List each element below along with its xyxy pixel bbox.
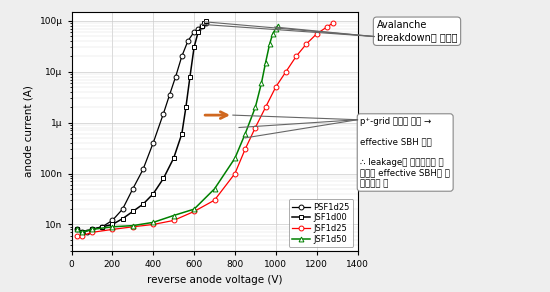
JSF1d50 [232, 157, 238, 160]
PSF1d25 [150, 141, 157, 145]
Text: p⁺-grid 영역의 증가 →

effective SBH 증가

∴ leakage를 감소시키기 위
해서는 effective SBH를 증
가시켜야: p⁺-grid 영역의 증가 → effective SBH 증가 ∴ leak… [360, 117, 450, 188]
JSF1d25 [314, 32, 320, 36]
X-axis label: reverse anode voltage (V): reverse anode voltage (V) [147, 275, 282, 285]
JSF1d50 [109, 225, 116, 229]
Text: Avalanche
breakdown이 발생함: Avalanche breakdown이 발생함 [377, 20, 457, 42]
PSF1d25 [199, 24, 206, 27]
PSF1d25 [166, 93, 173, 97]
JSF1d25 [283, 70, 289, 73]
JSF1d00 [89, 228, 95, 231]
PSF1d25 [99, 225, 106, 229]
PSF1d25 [129, 187, 136, 191]
PSF1d25 [140, 168, 146, 171]
JSF1d25 [73, 234, 80, 237]
JSF1d25 [252, 126, 258, 129]
JSF1d00 [79, 231, 85, 234]
JSF1d50 [274, 24, 281, 27]
Line: PSF1d25: PSF1d25 [74, 20, 209, 235]
JSF1d25 [79, 234, 85, 237]
JSF1d50 [73, 228, 80, 231]
JSF1d25 [329, 21, 336, 25]
JSF1d50 [262, 61, 269, 65]
JSF1d00 [201, 21, 207, 25]
JSF1d50 [258, 81, 265, 85]
PSF1d25 [179, 55, 185, 58]
PSF1d25 [203, 21, 210, 25]
JSF1d25 [232, 172, 238, 175]
JSF1d50 [79, 231, 85, 234]
JSF1d00 [109, 223, 116, 226]
JSF1d25 [170, 219, 177, 222]
JSF1d25 [242, 147, 249, 151]
JSF1d25 [303, 42, 310, 46]
Legend: PSF1d25, JSF1d00, JSF1d25, JSF1d50: PSF1d25, JSF1d00, JSF1d25, JSF1d50 [289, 199, 353, 247]
JSF1d50 [211, 187, 218, 191]
JSF1d50 [272, 27, 279, 30]
JSF1d00 [179, 132, 185, 135]
PSF1d25 [191, 30, 197, 34]
PSF1d25 [160, 112, 167, 115]
JSF1d25 [89, 231, 95, 234]
JSF1d00 [150, 192, 157, 196]
JSF1d25 [191, 210, 197, 213]
Line: JSF1d25: JSF1d25 [74, 20, 336, 238]
JSF1d00 [191, 46, 197, 49]
PSF1d25 [172, 75, 179, 78]
JSF1d25 [293, 55, 300, 58]
JSF1d25 [150, 223, 157, 226]
JSF1d25 [211, 198, 218, 202]
JSF1d00 [129, 210, 136, 213]
PSF1d25 [84, 231, 90, 234]
JSF1d00 [183, 105, 189, 109]
Line: JSF1d00: JSF1d00 [74, 18, 209, 235]
JSF1d00 [140, 202, 146, 206]
JSF1d50 [252, 105, 258, 109]
Line: JSF1d50: JSF1d50 [74, 23, 280, 235]
JSF1d00 [186, 75, 193, 78]
JSF1d25 [323, 25, 330, 29]
JSF1d00 [195, 30, 201, 34]
JSF1d25 [109, 228, 116, 231]
JSF1d25 [272, 85, 279, 89]
JSF1d25 [129, 225, 136, 229]
JSF1d25 [262, 105, 269, 109]
JSF1d00 [160, 177, 167, 180]
JSF1d00 [99, 225, 106, 229]
JSF1d00 [119, 217, 126, 220]
Y-axis label: anode current (A): anode current (A) [24, 86, 34, 177]
JSF1d50 [170, 214, 177, 217]
JSF1d50 [129, 224, 136, 227]
JSF1d00 [199, 24, 206, 27]
JSF1d50 [270, 32, 276, 36]
JSF1d50 [150, 221, 157, 224]
PSF1d25 [185, 39, 191, 43]
JSF1d00 [170, 157, 177, 160]
JSF1d50 [266, 42, 273, 46]
PSF1d25 [89, 228, 95, 231]
PSF1d25 [73, 228, 80, 231]
JSF1d00 [73, 228, 80, 231]
JSF1d00 [203, 19, 210, 22]
PSF1d25 [109, 219, 116, 222]
PSF1d25 [119, 207, 126, 211]
JSF1d50 [89, 228, 95, 231]
JSF1d50 [191, 207, 197, 211]
PSF1d25 [195, 27, 201, 30]
JSF1d50 [242, 132, 249, 135]
PSF1d25 [79, 231, 85, 234]
